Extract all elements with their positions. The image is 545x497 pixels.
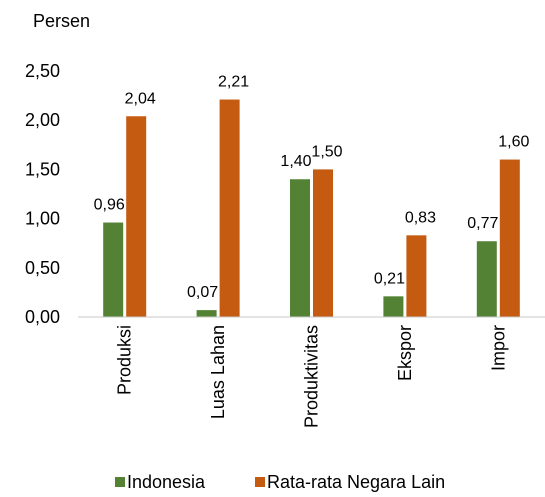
x-axis-ticks: Produksi Luas Lahan Produktivitas Ekspor Imp… — [115, 325, 509, 428]
x-tick-label: Luas Lahan — [208, 325, 228, 419]
bar-indonesia-3 — [290, 179, 310, 317]
x-tick-label: Impor — [488, 325, 508, 371]
legend-label: Rata-rata Negara Lain — [267, 472, 445, 492]
bar-indonesia-1 — [103, 222, 124, 317]
value-label: 0,07 — [187, 284, 218, 301]
bar-rata-rata-1 — [126, 116, 147, 317]
value-label: 0,96 — [94, 197, 125, 214]
y-tick-label: 0,00 — [25, 307, 60, 327]
y-tick-label: 0,50 — [25, 258, 60, 278]
value-label: 0,83 — [405, 209, 436, 226]
legend-swatch — [255, 477, 265, 487]
y-tick-label: 2,00 — [25, 110, 60, 130]
value-label: 2,21 — [218, 74, 249, 91]
x-tick-label: Produktivitas — [302, 325, 322, 428]
bar-indonesia-2 — [196, 310, 217, 317]
value-label: 0,77 — [467, 215, 498, 232]
value-labels: 0,96 2,04 0,07 2,21 1,401,50 0,21 0,83 0,77 1,60 — [94, 74, 530, 302]
bar-rata-rata-5 — [499, 159, 520, 317]
bar-indonesia-5 — [476, 241, 497, 317]
y-axis-ticks: 0,00 0,50 1,00 1,50 2,00 2,50 — [25, 61, 60, 327]
y-tick-label: 2,50 — [25, 61, 60, 81]
bar-rata-rata-3 — [313, 169, 333, 317]
value-label: 1,60 — [498, 134, 529, 151]
value-label: 0,21 — [374, 270, 405, 287]
y-axis-label: Persen — [33, 11, 90, 31]
bar-rata-rata-2 — [219, 99, 240, 317]
x-tick-label: Ekspor — [395, 325, 415, 381]
bar-indonesia-4 — [383, 296, 404, 317]
legend: Indonesia Rata-rata Negara Lain — [115, 472, 445, 492]
value-label: 2,04 — [125, 90, 156, 107]
value-label: 1,50 — [311, 143, 342, 160]
y-tick-label: 1,00 — [25, 209, 60, 229]
y-tick-label: 1,50 — [25, 159, 60, 179]
legend-label: Indonesia — [127, 472, 206, 492]
value-label: 1,40 — [280, 153, 311, 170]
bars — [103, 99, 520, 317]
bar-rata-rata-4 — [406, 235, 427, 317]
legend-swatch — [115, 477, 125, 487]
x-tick-label: Produksi — [115, 325, 135, 395]
